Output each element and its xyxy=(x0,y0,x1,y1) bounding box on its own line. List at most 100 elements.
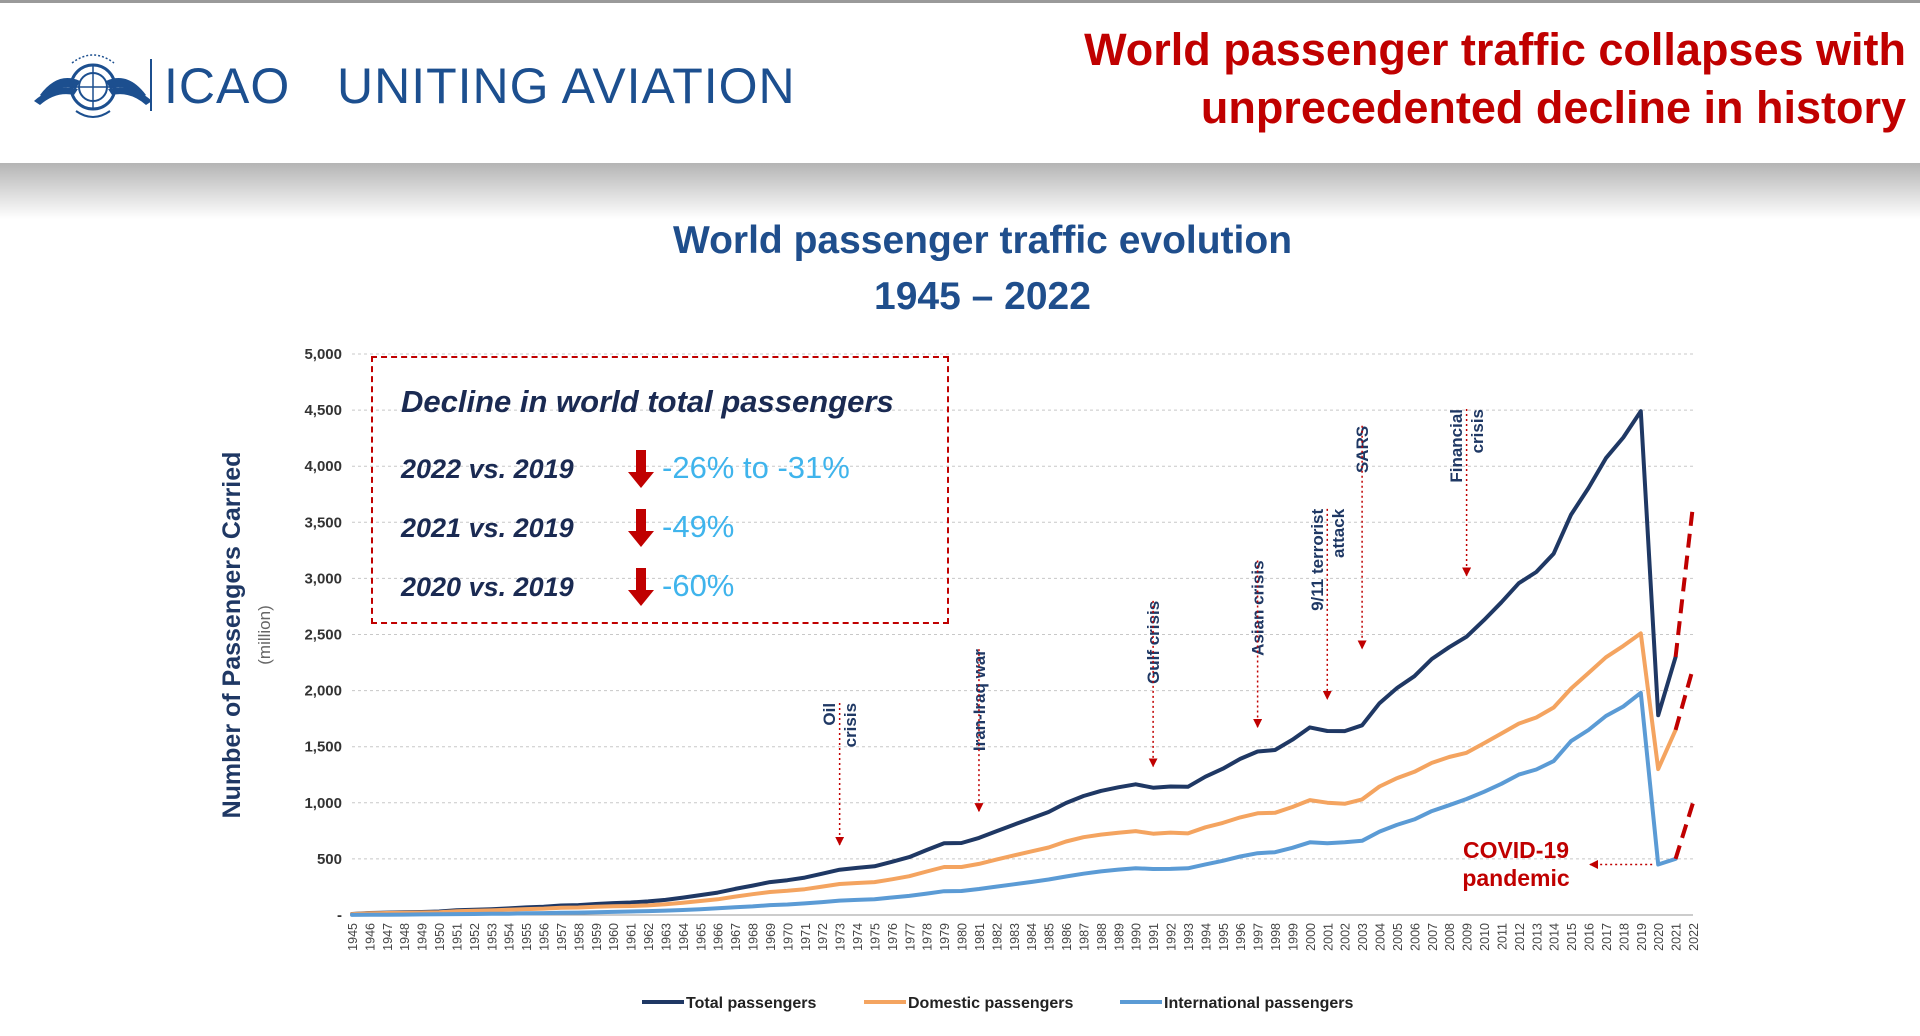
y-tick-label: 2,000 xyxy=(304,683,342,700)
x-tick-label: 1957 xyxy=(555,923,569,951)
series-line xyxy=(350,631,1678,917)
x-tick-label: 1970 xyxy=(781,923,795,951)
decline-callout-box: Decline in world total passengers 2022 v… xyxy=(371,356,949,624)
headline-line: unprecedented decline in history xyxy=(1200,82,1906,133)
x-tick-label: 1995 xyxy=(1217,923,1231,951)
x-tick-label: 2007 xyxy=(1426,923,1440,951)
x-tick-label: 1989 xyxy=(1112,923,1126,951)
x-tick-label: 2015 xyxy=(1565,923,1579,951)
x-tick-label: 1960 xyxy=(607,923,621,951)
x-tick-label: 2019 xyxy=(1635,923,1649,951)
x-tick-label: 1975 xyxy=(868,923,882,951)
y-axis-title: Number of Passengers Carried xyxy=(218,452,246,819)
callout-row: 2020 vs. 2019 -60% xyxy=(401,566,941,610)
series-line xyxy=(350,409,1678,916)
legend-label: Domestic passengers xyxy=(908,995,1074,1012)
chart-title: World passenger traffic evolution 1945 –… xyxy=(0,213,1920,325)
x-tick-label: 1947 xyxy=(381,923,395,951)
x-tick-label: 1977 xyxy=(903,923,917,951)
event-label: Financial xyxy=(1447,409,1466,483)
x-tick-label: 1993 xyxy=(1182,923,1196,951)
callout-row-label: 2020 vs. 2019 xyxy=(401,572,574,602)
x-tick-label: 1988 xyxy=(1095,923,1109,951)
x-tick-label: 2011 xyxy=(1495,923,1509,950)
callout-row-value: -26% to -31% xyxy=(662,450,850,485)
x-tick-label: 2016 xyxy=(1583,923,1597,951)
x-tick-label: 1974 xyxy=(851,923,865,951)
x-tick-label: 2004 xyxy=(1374,923,1388,951)
x-tick-label: 1976 xyxy=(886,923,900,951)
x-tick-label: 1961 xyxy=(625,923,639,951)
x-tick-label: 1986 xyxy=(1060,923,1074,951)
callout-row-label: 2022 vs. 2019 xyxy=(401,454,574,484)
callout-row: 2021 vs. 2019 -49% xyxy=(401,507,941,551)
x-tick-label: 1979 xyxy=(938,923,952,951)
x-tick-label: 2014 xyxy=(1548,923,1562,951)
y-tick-label: 500 xyxy=(317,851,342,868)
recovery-projection-line xyxy=(1673,667,1695,731)
x-tick-label: 1946 xyxy=(363,923,377,951)
callout-title: Decline in world total passengers xyxy=(401,384,894,419)
x-tick-label: 1991 xyxy=(1147,923,1161,951)
x-tick-label: 2022 xyxy=(1687,923,1701,951)
header-shadow xyxy=(0,163,1920,219)
x-tick-label: 1967 xyxy=(729,923,743,951)
x-tick-label: 1981 xyxy=(973,923,987,951)
event-label: SARS xyxy=(1353,426,1372,473)
chart-title-line: World passenger traffic evolution xyxy=(672,219,1293,262)
x-tick-label: 1963 xyxy=(659,923,673,951)
x-tick-label: 2000 xyxy=(1304,923,1318,951)
y-tick-label: 5,000 xyxy=(304,346,342,363)
x-tick-label: 2012 xyxy=(1513,923,1527,951)
y-tick-label: 3,000 xyxy=(304,570,342,587)
x-tick-label: 1969 xyxy=(764,923,778,951)
x-tick-label: 1996 xyxy=(1234,923,1248,951)
series-line xyxy=(350,690,1678,917)
icao-emblem-icon xyxy=(34,54,152,118)
x-tick-label: 1987 xyxy=(1077,923,1091,951)
y-tick-label: 4,500 xyxy=(304,402,342,419)
callout-row-value: -49% xyxy=(662,509,735,544)
x-tick-label: 1997 xyxy=(1252,923,1266,951)
x-tick-label: 1945 xyxy=(346,923,360,951)
headline-line: World passenger traffic collapses with xyxy=(1084,24,1906,75)
x-tick-label: 1966 xyxy=(712,923,726,951)
logo-divider xyxy=(150,59,152,111)
x-tick-label: 1972 xyxy=(816,923,830,951)
x-tick-label: 1956 xyxy=(538,923,552,951)
x-tick-label: 1992 xyxy=(1165,923,1179,951)
x-tick-label: 2010 xyxy=(1478,923,1492,951)
x-tick-label: 1959 xyxy=(590,923,604,951)
down-arrow-icon xyxy=(628,568,654,606)
x-tick-label: 1955 xyxy=(520,923,534,951)
x-tick-label: 1983 xyxy=(1008,923,1022,951)
x-tick-label: 2005 xyxy=(1391,923,1405,951)
logo-text: ICAO xyxy=(164,58,291,114)
passenger-traffic-chart: - 500 1,000 1,500 2,000 2,500 3,000 3,500 4,000 4… xyxy=(218,346,1701,1012)
x-tick-label: 2002 xyxy=(1339,923,1353,951)
legend-label: International passengers xyxy=(1164,995,1353,1012)
event-label: 9/11 terrorist xyxy=(1308,509,1327,611)
legend-label: Total passengers xyxy=(686,995,817,1012)
x-tick-label: 2006 xyxy=(1408,923,1422,951)
covid-label: pandemic xyxy=(1462,865,1570,891)
y-tick-label: 1,000 xyxy=(304,795,342,812)
x-tick-label: 2017 xyxy=(1600,923,1614,951)
x-tick-label: 2009 xyxy=(1461,923,1475,951)
x-tick-label: 1999 xyxy=(1286,923,1300,951)
x-tick-label: 1985 xyxy=(1043,923,1057,951)
x-tick-label: 2003 xyxy=(1356,923,1370,951)
y-axis-unit: (million) xyxy=(255,605,274,665)
x-tick-label: 1950 xyxy=(433,923,447,951)
callout-row: 2022 vs. 2019 -26% to -31% xyxy=(401,448,941,492)
y-tick-label: 2,500 xyxy=(304,627,342,644)
x-tick-label: 2013 xyxy=(1530,923,1544,951)
y-tick-label: 1,500 xyxy=(304,739,342,756)
event-label: Asian crisis xyxy=(1249,560,1268,655)
down-arrow-icon xyxy=(628,450,654,488)
x-tick-label: 1984 xyxy=(1025,923,1039,951)
x-tick-label: 1952 xyxy=(468,923,482,951)
x-tick-label: 2008 xyxy=(1443,923,1457,951)
x-tick-label: 1949 xyxy=(416,923,430,951)
x-tick-label: 1982 xyxy=(990,923,1004,951)
